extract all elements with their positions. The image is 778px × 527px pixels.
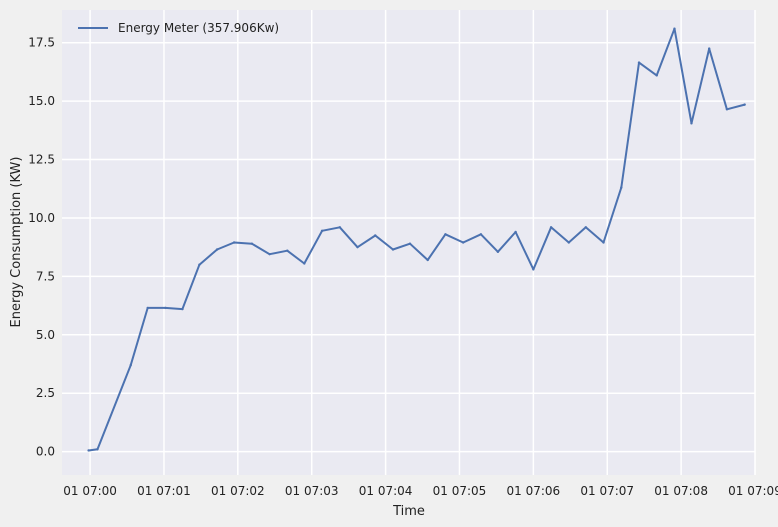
data-point [444,233,447,236]
y-gridlines [62,41,755,453]
y-tick-label: 17.5 [28,36,55,50]
data-point [303,262,306,265]
x-tick-label: 01 07:06 [507,484,561,498]
y-tick-label: 10.0 [28,211,55,225]
x-tick-label: 01 07:02 [211,484,265,498]
data-point [514,230,517,234]
data-point [215,248,219,251]
data-point [164,306,167,310]
data-point [286,249,289,252]
x-tick-labels: 01 07:00 01 07:01 01 07:02 01 07:03 01 07:04… [63,484,778,498]
y-tick-label: 15.0 [28,94,55,108]
y-tick-label: 2.5 [36,386,55,400]
data-point [408,242,412,245]
x-tick-label: 01 07:03 [285,484,339,498]
data-point [673,27,676,30]
data-point [549,226,553,229]
data-point [320,229,324,233]
x-axis-label: Time [392,504,425,519]
data-point [356,245,359,249]
data-point [96,448,99,451]
data-point [181,307,184,311]
x-tick-label: 01 07:01 [137,484,191,498]
data-point [198,263,201,266]
x-tick-label: 01 07:07 [580,484,634,498]
data-point [620,186,623,189]
data-point [232,241,236,244]
y-tick-label: 7.5 [36,269,55,283]
x-tick-label: 01 07:04 [359,484,413,498]
data-point [602,241,605,244]
x-tick-label: 01 07:05 [433,484,487,498]
series-line [88,27,745,452]
y-tick-label: 12.5 [28,153,55,167]
data-point [250,242,254,245]
data-point [707,47,711,50]
plot-area [62,10,755,475]
data-point [496,250,500,254]
data-point [461,241,465,244]
data-point [87,449,90,452]
y-tick-label: 5.0 [36,328,55,342]
y-tick-label: 0.0 [36,445,55,459]
data-point [637,61,641,64]
data-point [655,74,658,77]
legend-entry-label: Energy Meter (357.906Kw) [118,21,279,35]
x-tick-label: 01 07:09 [728,484,778,498]
data-point [690,122,693,125]
series-group [87,27,746,452]
data-point [146,306,149,310]
data-point [584,226,588,229]
data-point [725,108,729,111]
data-point [743,103,746,106]
legend: Energy Meter (357.906Kw) [78,21,279,35]
y-tick-labels: 0.0 2.5 5.0 7.5 10.0 12.5 15.0 17.5 [28,36,55,459]
x-tick-label: 01 07:00 [63,484,117,498]
data-point [338,226,341,229]
data-point [268,252,271,256]
data-point [426,258,429,262]
data-point [129,363,132,367]
data-point [532,268,535,271]
data-point [567,241,571,244]
data-point [391,248,395,251]
data-point [374,234,377,237]
data-point [479,233,483,236]
y-axis-label: Energy Consumption (KW) [9,157,24,328]
x-tick-label: 01 07:08 [654,484,708,498]
